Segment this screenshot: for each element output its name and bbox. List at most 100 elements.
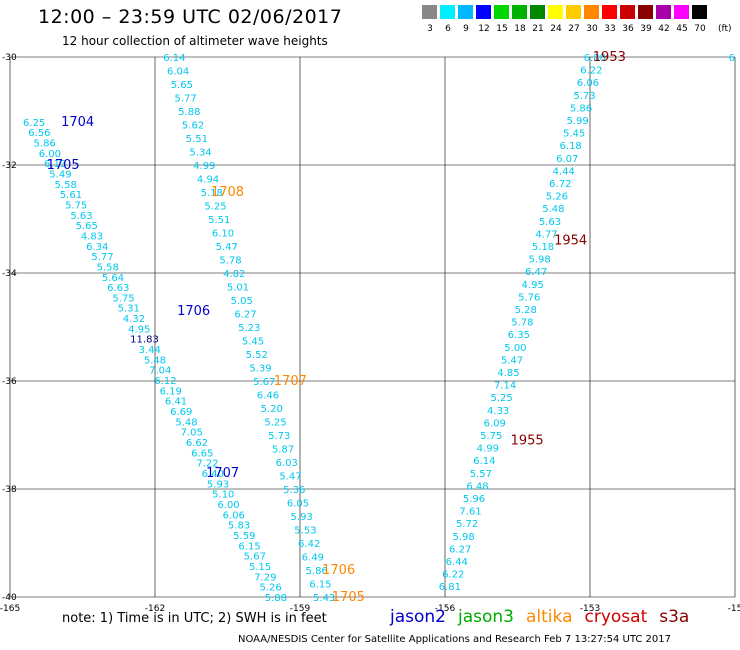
wave-height-value: 5.77	[91, 252, 113, 263]
wave-height-value: 5.23	[238, 323, 260, 334]
wave-height-value: 5.18	[201, 188, 223, 199]
wave-height-value: 4.99	[477, 444, 499, 455]
wave-height-value: 6.72	[549, 179, 571, 190]
scale-label: 42	[658, 24, 670, 34]
pass-number-label: 1706	[177, 304, 210, 319]
wave-height-value: 5.10	[212, 490, 234, 501]
scale-label: 24	[550, 24, 562, 34]
scale-swatch	[692, 5, 707, 19]
y-tick-label: -32	[2, 161, 17, 171]
satellite-legend-entry: jason2	[390, 607, 446, 627]
y-tick-label: -34	[2, 269, 17, 279]
wave-height-value: 6.19	[160, 386, 182, 397]
wave-height-value: 3.44	[139, 345, 161, 356]
wave-height-value: 4.77	[535, 229, 557, 240]
wave-height-value: 5.48	[542, 204, 564, 215]
wave-height-value: 5.52	[246, 350, 268, 361]
wave-height-value: 4.99	[193, 161, 215, 172]
pass-number-label: 1707	[206, 466, 239, 481]
wave-height-value: 5.31	[118, 304, 140, 315]
wave-height-value: 5.86	[306, 566, 328, 577]
wave-height-value: 5.63	[70, 211, 92, 222]
wave-height-value: 5.20	[261, 404, 283, 415]
wave-height-value: 6.88	[584, 53, 606, 64]
pass-number-label: 1955	[511, 433, 544, 448]
satellite-legend-entry: s3a	[659, 607, 690, 627]
pass-number-label: 1708	[211, 185, 244, 200]
wave-height-value: 5.67	[244, 552, 266, 563]
wave-height-value: 6.00	[39, 149, 61, 160]
wave-height-value: 5.75	[65, 200, 87, 211]
scale-swatch	[674, 5, 689, 19]
wave-height-value: 6.22	[442, 570, 464, 581]
wave-height-value: 5.48	[175, 417, 197, 428]
wave-height-value: 6	[729, 53, 735, 64]
wave-height-value: 5.93	[207, 479, 229, 490]
wave-height-value: 4.83	[81, 231, 103, 242]
wave-height-value: 6.56	[28, 128, 50, 139]
x-tick-label: -153	[580, 604, 600, 614]
wave-height-value: 5.34	[189, 148, 211, 159]
scale-label: 21	[532, 24, 544, 34]
wave-height-value: 5.73	[573, 91, 595, 102]
wave-height-value: 5.47	[501, 355, 523, 366]
wave-height-value: 6.05	[287, 499, 309, 510]
wave-height-value: 5.45	[563, 129, 585, 140]
wave-height-value: 6.06	[577, 78, 599, 89]
wave-height-value: 5.86	[34, 138, 56, 149]
wave-height-value: 5.49	[49, 169, 71, 180]
wave-height-value: 5.78	[219, 256, 241, 267]
wave-height-value: 7.22	[196, 459, 218, 470]
wave-height-value: 5.87	[272, 445, 294, 456]
wave-height-value: 4.95	[522, 280, 544, 291]
x-tick-label: -165	[0, 604, 20, 614]
wave-height-value: 7.61	[459, 507, 481, 518]
pass-number-label: 1705	[332, 590, 365, 605]
pass-number-label: 1953	[593, 50, 626, 65]
wave-height-value: 5.61	[60, 190, 82, 201]
wave-height-value: 5.28	[515, 305, 537, 316]
wave-height-value: 6.14	[473, 456, 495, 467]
wave-height-value: 6.44	[446, 557, 468, 568]
x-tick-label: -159	[290, 604, 311, 614]
wave-height-value: 4.33	[487, 406, 509, 417]
scale-swatch	[620, 5, 635, 19]
wave-height-value: 5.67	[253, 377, 275, 388]
wave-height-value: 5.64	[102, 273, 124, 284]
scale-swatch	[422, 5, 437, 19]
scale-swatch	[656, 5, 671, 19]
wave-height-value: 6.07	[556, 154, 578, 165]
wave-height-value: 6.10	[212, 229, 234, 240]
y-tick-label: -36	[2, 377, 17, 387]
wave-height-value: 5.51	[208, 215, 230, 226]
wave-height-value: 5.88	[265, 593, 287, 604]
pass-number-label: 1706	[322, 563, 355, 578]
wave-height-value: 6.35	[508, 330, 530, 341]
wave-height-value: 4.32	[123, 314, 145, 325]
satellite-legend-entry: jason3	[458, 607, 514, 627]
wave-height-value: 6.14	[163, 53, 185, 64]
scale-swatch	[494, 5, 509, 19]
scale-label: 9	[463, 24, 469, 34]
wave-height-value: 6.06	[223, 510, 245, 521]
scale-label: 33	[604, 24, 616, 34]
wave-height-value: 5.25	[490, 393, 512, 404]
satellite-legend: jason2 jason3 altika cryosat s3a	[390, 607, 701, 627]
wave-height-value: 5.39	[249, 364, 271, 375]
wave-height-value: 6.65	[191, 448, 213, 459]
wave-height-value: 5.01	[227, 283, 249, 294]
wave-height-value: 6.12	[154, 376, 176, 387]
wave-height-value: 6.27	[234, 310, 256, 321]
wave-height-value: 6.69	[170, 407, 192, 418]
wave-height-value: 4.95	[128, 324, 150, 335]
wave-height-value: 6.18	[560, 141, 582, 152]
wave-height-value: 6.62	[186, 438, 208, 449]
wave-height-value: 4.44	[553, 166, 575, 177]
scale-swatch	[440, 5, 455, 19]
wave-height-value: 7.04	[149, 366, 171, 377]
pass-number-label: 1707	[274, 374, 307, 389]
wave-height-value: 5.76	[518, 292, 540, 303]
wave-height-value: 6.63	[107, 283, 129, 294]
wave-height-value: 5.78	[511, 318, 533, 329]
scale-swatch	[458, 5, 473, 19]
